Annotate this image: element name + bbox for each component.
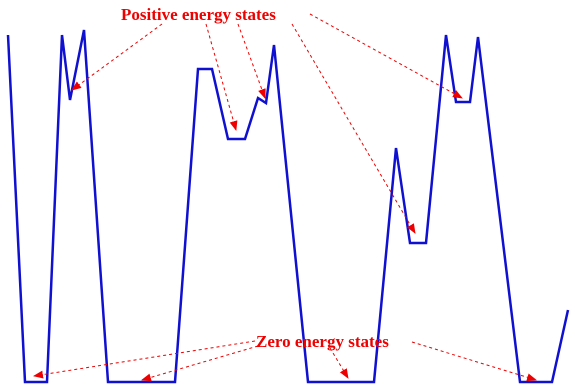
arrow-positive-1 [71,23,163,91]
positive-energy-label: Positive energy states [121,5,276,24]
arrow-zero-4 [411,341,537,382]
arrow-positive-3 [237,23,266,99]
positive-energy-arrows [71,13,463,234]
arrow-zero-1 [33,340,256,379]
zero-energy-arrows [33,340,537,382]
arrow-zero-3 [329,347,349,379]
arrow-positive-2 [205,23,238,131]
arrow-positive-4 [291,23,416,234]
arrow-positive-5 [309,13,463,99]
zero-energy-label: Zero energy states [256,332,389,351]
energy-curve [6,29,570,384]
arrow-zero-2 [141,345,259,382]
